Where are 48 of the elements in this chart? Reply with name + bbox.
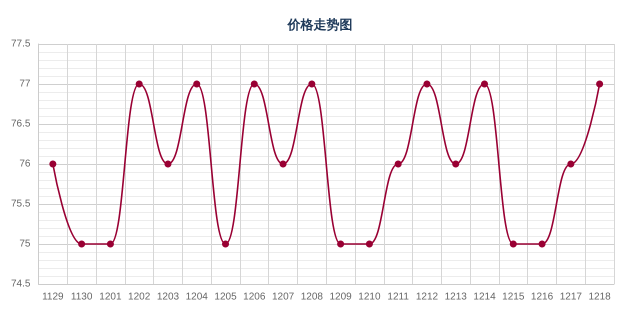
x-tick-label: 1130: [70, 292, 93, 302]
x-tick-label: 1204: [186, 292, 208, 302]
point: [366, 240, 373, 248]
x-tick-label: 1216: [530, 292, 554, 302]
point: [567, 160, 574, 168]
y-tick-label: 77.5: [10, 38, 31, 50]
point: [136, 80, 143, 88]
point: [250, 80, 258, 88]
point: [280, 160, 287, 168]
x-tick-label: 1201: [99, 292, 122, 302]
point: [337, 240, 344, 248]
x-tick-label: 1209: [329, 292, 352, 302]
point: [596, 80, 604, 88]
y-tick-label: 77: [19, 78, 31, 90]
x-tick-label: 1208: [300, 292, 324, 302]
x-tick-label: 1218: [588, 292, 612, 302]
x-tick-label: 1211: [387, 292, 410, 302]
point: [452, 160, 460, 168]
y-tick-label: 75.5: [10, 198, 31, 210]
x-tick-label: 1215: [502, 292, 525, 302]
chart-title: 价格走势图: [286, 17, 352, 33]
y-tick-label: 76: [19, 158, 31, 170]
point: [423, 80, 430, 88]
point: [193, 80, 200, 88]
point: [49, 160, 56, 168]
point: [222, 240, 230, 248]
x-tick-label: 1214: [473, 292, 496, 302]
point: [106, 240, 114, 248]
x-tick-label: 1207: [272, 292, 295, 302]
point: [481, 80, 488, 88]
point: [394, 160, 402, 168]
x-tick-label: 1210: [358, 292, 381, 302]
point: [510, 240, 517, 248]
y-tick-label: 76.5: [10, 118, 31, 130]
point: [308, 80, 316, 88]
x-tick-label: 1203: [156, 292, 180, 302]
x-tick-label: 1202: [128, 292, 151, 302]
x-tick-label: 1129: [42, 292, 64, 302]
x-tick-label: 1213: [444, 292, 468, 302]
point: [164, 160, 172, 168]
x-tick-label: 1205: [214, 292, 238, 302]
point: [538, 240, 546, 248]
y-tick-label: 75: [19, 238, 31, 250]
x-tick-label: 1206: [243, 292, 266, 302]
point: [78, 240, 86, 248]
x-tick-label: 1217: [560, 292, 582, 302]
x-tick-label: 1212: [416, 292, 439, 302]
y-tick-label: 74.5: [10, 278, 31, 290]
